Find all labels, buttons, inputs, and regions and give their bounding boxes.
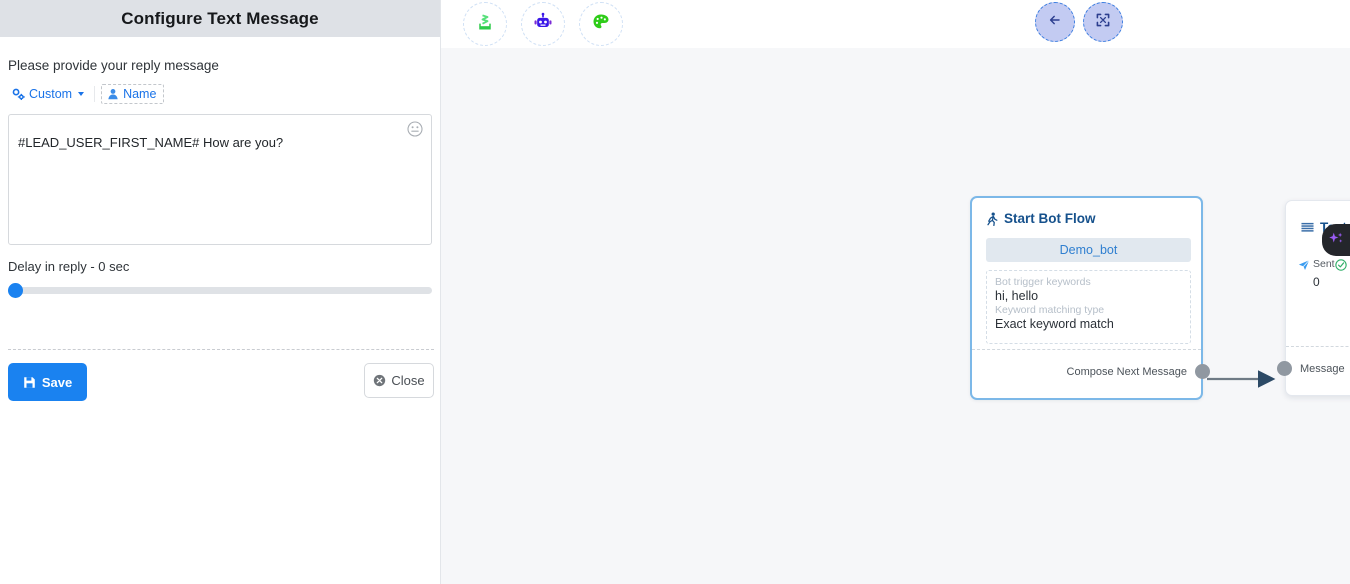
stat-sent: Sent 0 (1298, 258, 1335, 289)
keyword-matching-type-label: Keyword matching type (995, 304, 1105, 316)
node-text-footer: Message Compose Next Message (1277, 346, 1350, 395)
list-lines-icon (1301, 222, 1314, 234)
token-toolbar: Custom Name (8, 84, 432, 104)
fit-screen-button[interactable] (1083, 2, 1123, 42)
paper-plane-icon (1298, 258, 1310, 270)
save-button-label: Save (41, 374, 73, 390)
emoji-smiley-icon[interactable] (407, 121, 423, 137)
node-start-bot-flow[interactable]: Start Bot Flow Demo_bot Bot trigger keyw… (970, 196, 1210, 400)
chevron-down-icon (78, 92, 85, 96)
node-start-title-label: Start Bot Flow (1004, 211, 1096, 226)
bot-keyword-box: Bot trigger keywords hi, hello Keyword m… (986, 270, 1191, 344)
node-text-stats: Sent 0 Delivered 0 (1298, 258, 1350, 289)
panel-actions: Save Close (8, 363, 434, 401)
text-message-in-label: Message (1300, 363, 1345, 375)
palette-icon (591, 12, 611, 37)
reply-message-label: Please provide your reply message (8, 58, 219, 73)
panel-header: Configure Text Message (0, 0, 440, 37)
back-button[interactable] (1035, 2, 1075, 42)
panel-divider (8, 349, 434, 350)
save-button[interactable]: Save (8, 363, 87, 401)
ai-assistant-button[interactable] (1322, 224, 1350, 256)
stat-sent-label: Sent (1313, 258, 1335, 270)
name-token-chip[interactable]: Name (101, 84, 165, 104)
close-button[interactable]: Close (364, 363, 434, 398)
fit-screen-icon (1095, 12, 1111, 33)
person-icon (107, 88, 119, 100)
bot-trigger-keywords-value: hi, hello (995, 289, 1039, 303)
custom-dropdown-button[interactable]: Custom (8, 85, 88, 103)
name-token-label: Name (123, 87, 157, 101)
canvas-topbar: Save (441, 0, 1350, 48)
close-button-label: Close (391, 373, 425, 388)
palette-tool-button[interactable] (579, 2, 623, 46)
flow-canvas[interactable]: Save Start Bot Flow (441, 0, 1350, 584)
delay-in-reply-label: Delay in reply - 0 sec (8, 259, 130, 274)
stat-sent-value: 0 (1312, 275, 1320, 289)
bot-trigger-keywords-label: Bot trigger keywords (995, 276, 1091, 288)
stat-delivered: Delivered 0 (1334, 258, 1350, 289)
save-disk-icon (23, 376, 36, 389)
custom-dropdown-label: Custom (29, 87, 73, 101)
gear-icon (12, 88, 25, 101)
check-circle-icon (1334, 258, 1347, 271)
keyword-matching-type-value: Exact keyword match (995, 317, 1114, 331)
bot-tool-button[interactable] (521, 2, 565, 46)
delay-slider[interactable] (8, 283, 432, 298)
node-start-title: Start Bot Flow (986, 211, 1096, 226)
run-person-icon (986, 211, 998, 226)
delay-slider-thumb[interactable] (8, 283, 23, 298)
start-compose-next-message-label: Compose Next Message (1066, 366, 1187, 378)
text-input-port[interactable] (1277, 361, 1292, 376)
import-tool-button[interactable] (463, 2, 507, 46)
reply-message-value: #LEAD_USER_FIRST_NAME# How are you? (18, 135, 284, 150)
bot-name-label: Demo_bot (1059, 243, 1118, 257)
arrow-left-icon (1047, 12, 1063, 33)
panel-body: Please provide your reply message C (0, 58, 440, 298)
close-circle-icon (373, 374, 386, 387)
reply-message-textarea[interactable]: #LEAD_USER_FIRST_NAME# How are you? (8, 114, 432, 245)
bot-name-pill[interactable]: Demo_bot (986, 238, 1191, 262)
bot-icon (533, 12, 553, 37)
divider (94, 86, 96, 102)
configure-text-message-panel: Configure Text Message Please provide yo… (0, 0, 441, 584)
import-icon (475, 12, 495, 37)
ai-sparkle-icon (1327, 229, 1345, 252)
page-title: Configure Text Message (121, 8, 319, 28)
node-start-footer: Compose Next Message (972, 349, 1210, 398)
start-output-port[interactable] (1195, 364, 1210, 379)
